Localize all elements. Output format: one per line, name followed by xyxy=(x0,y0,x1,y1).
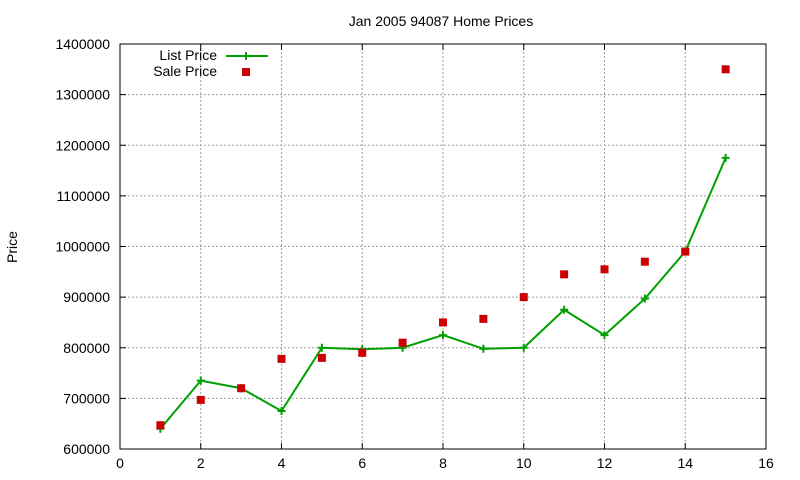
y-tick-label: 600000 xyxy=(63,441,110,457)
list-price-point xyxy=(560,305,569,314)
list-price-point xyxy=(519,343,528,352)
x-tick-label: 10 xyxy=(516,455,532,471)
sale-price-point xyxy=(398,338,407,347)
sale-price-point xyxy=(479,314,488,323)
x-tick-label: 4 xyxy=(278,455,286,471)
x-tick-label: 14 xyxy=(677,455,693,471)
x-tick-label: 12 xyxy=(597,455,613,471)
legend-label-list-price: List Price xyxy=(159,47,217,63)
chart-title: Jan 2005 94087 Home Prices xyxy=(349,13,533,29)
list-price-point xyxy=(479,344,488,353)
axis-ticks: 0 2 4 6 8 10 12 14 16 600000 700000 800000 900000 100… xyxy=(55,36,774,471)
x-tick-label: 16 xyxy=(758,455,774,471)
y-tick-label: 900000 xyxy=(63,289,110,305)
grid xyxy=(120,44,766,449)
list-price-point xyxy=(439,331,447,340)
list-price-point xyxy=(640,294,649,303)
sale-price-point xyxy=(560,270,569,279)
list-price-point xyxy=(277,407,286,416)
legend-marker-list-price xyxy=(242,52,250,60)
sale-price-point xyxy=(721,65,730,74)
list-price-point xyxy=(317,343,326,352)
x-tick-label: 6 xyxy=(358,455,366,471)
series xyxy=(156,65,730,433)
x-tick-label: 0 xyxy=(116,455,124,471)
legend-marker-sale-price xyxy=(242,68,250,76)
sale-price-point xyxy=(277,354,286,363)
list-price-point xyxy=(721,153,730,162)
legend-label-sale-price: Sale Price xyxy=(153,63,217,79)
y-tick-label: 1300000 xyxy=(55,87,110,103)
x-tick-label: 8 xyxy=(439,455,447,471)
sale-price-point xyxy=(156,421,165,430)
sale-price-point xyxy=(600,265,609,274)
list-price-point xyxy=(196,376,205,385)
y-tick-label: 1200000 xyxy=(55,137,110,153)
y-tick-label: 700000 xyxy=(63,390,110,406)
x-tick-label: 2 xyxy=(197,455,205,471)
y-tick-label: 1000000 xyxy=(55,239,110,255)
sale-price-point xyxy=(196,395,205,404)
list-price-point xyxy=(600,331,609,340)
legend: List Price Sale Price xyxy=(153,47,268,79)
sale-price-point xyxy=(640,257,649,266)
y-tick-label: 800000 xyxy=(63,340,110,356)
y-tick-label: 1100000 xyxy=(57,188,111,204)
sale-price-point xyxy=(439,318,447,327)
y-tick-label: 1400000 xyxy=(55,36,110,52)
y-axis-label: Price xyxy=(4,231,20,263)
sale-price-point xyxy=(358,348,367,357)
sale-price-point xyxy=(681,247,690,256)
sale-price-point xyxy=(317,353,326,362)
sale-price-point xyxy=(237,384,246,393)
sale-price-point xyxy=(519,293,528,302)
